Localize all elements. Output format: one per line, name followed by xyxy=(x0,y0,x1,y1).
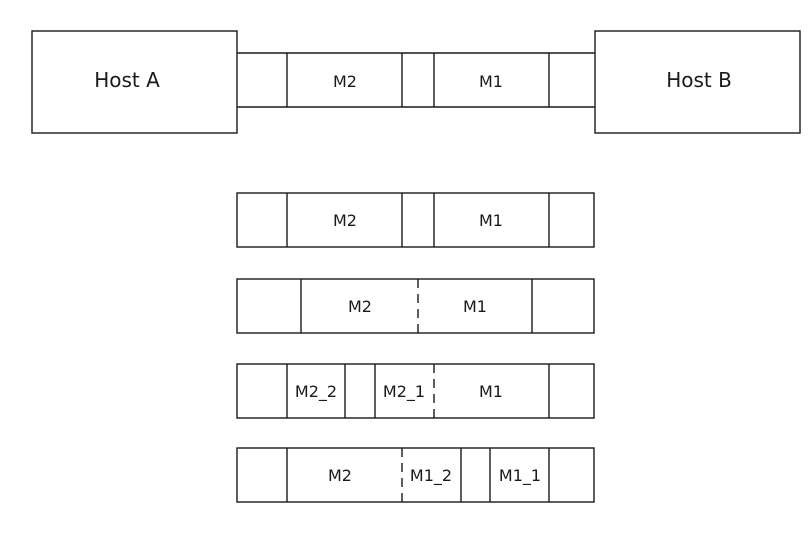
message-row-4 xyxy=(236,447,595,503)
row-4-segment-label: M1_1 xyxy=(499,466,541,486)
host-b-box xyxy=(594,30,801,134)
row-1-segment-label: M1 xyxy=(479,211,503,230)
row-3-segment-label: M2_2 xyxy=(295,382,337,402)
link-segment-label: M1 xyxy=(479,72,503,91)
message-row-3 xyxy=(236,363,595,419)
message-row-1 xyxy=(236,192,595,248)
host-a-box xyxy=(31,30,238,134)
row-2-segment-label: M2 xyxy=(348,297,372,316)
row-2-segment-label: M1 xyxy=(463,297,487,316)
message-row-2 xyxy=(236,278,595,334)
host-a-label: Host A xyxy=(94,68,160,92)
row-1-segment-label: M2 xyxy=(333,211,357,230)
row-3-segment-label: M1 xyxy=(479,382,503,401)
row-4-segment-label: M2 xyxy=(328,466,352,485)
row-3-segment-label: M2_1 xyxy=(383,382,425,402)
link-bar xyxy=(237,52,595,108)
host-b-label: Host B xyxy=(666,68,732,92)
link-segment-label: M2 xyxy=(333,72,357,91)
row-4-segment-label: M1_2 xyxy=(410,466,452,486)
